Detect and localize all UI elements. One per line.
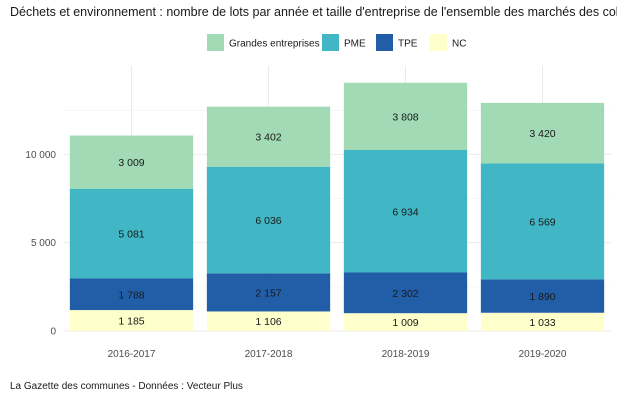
- bar-segment: [343, 313, 468, 331]
- legend-label: PME: [344, 39, 366, 50]
- bar-segment: [206, 273, 331, 312]
- bar-segment: [206, 106, 331, 167]
- bar-segment: [480, 163, 605, 280]
- data-label: 1 788: [118, 289, 144, 301]
- source-caption: La Gazette des communes - Données : Vect…: [10, 381, 243, 392]
- bar-segment: [343, 82, 468, 151]
- data-label: 1 890: [529, 291, 555, 303]
- bar-segment: [206, 311, 331, 331]
- y-tick-label: 0: [50, 327, 56, 338]
- data-label: 2 157: [255, 287, 281, 299]
- data-label: 3 420: [529, 128, 555, 140]
- legend-label: NC: [452, 39, 466, 50]
- legend-swatch: [322, 34, 339, 51]
- legend-swatch: [376, 34, 393, 51]
- bar-segment: [480, 312, 605, 331]
- bar-segment: [480, 102, 605, 164]
- data-label: 6 934: [392, 206, 418, 218]
- bar-segment: [343, 272, 468, 314]
- bar-segment: [343, 150, 468, 273]
- x-tick-label: 2016-2017: [108, 349, 156, 360]
- data-label: 5 081: [118, 229, 144, 241]
- bars: [69, 82, 605, 331]
- axes: 0 5 000 10 000 2016-2017 2017-2018 2018-2019 2…: [25, 150, 566, 360]
- x-tick-label: 2018-2019: [382, 349, 430, 360]
- data-label: 1 106: [255, 316, 281, 328]
- data-label: 1 009: [392, 317, 418, 329]
- x-tick-label: 2017-2018: [245, 349, 293, 360]
- legend-label: Grandes entreprises: [229, 39, 320, 50]
- data-label: 2 302: [392, 288, 418, 300]
- chart-title: Déchets et environnement : nombre de lot…: [10, 5, 617, 19]
- data-label: 3 009: [118, 157, 144, 169]
- data-label: 3 402: [255, 132, 281, 144]
- legend-swatch: [430, 34, 447, 51]
- bar-segment: [69, 278, 194, 311]
- y-tick-label: 5 000: [31, 238, 56, 249]
- bar-segment: [206, 166, 331, 274]
- bar-segment: [69, 188, 194, 279]
- data-label: 6 569: [529, 216, 555, 228]
- data-label: 1 185: [118, 316, 144, 328]
- y-tick-label: 10 000: [25, 150, 56, 161]
- data-label: 3 808: [392, 111, 418, 123]
- data-labels: 1 185 1 788 5 081 3 009 1 106 2 157 6 036 3 402…: [118, 111, 555, 329]
- x-tick-label: 2019-2020: [519, 349, 567, 360]
- data-label: 1 033: [529, 317, 555, 329]
- bar-segment: [69, 310, 194, 331]
- bar-segment: [480, 279, 605, 313]
- legend-label: TPE: [398, 39, 418, 50]
- bar-segment: [69, 135, 194, 189]
- legend: Grandes entreprises PME TPE NC: [207, 34, 466, 51]
- data-label: 6 036: [255, 215, 281, 227]
- legend-swatch: [207, 34, 224, 51]
